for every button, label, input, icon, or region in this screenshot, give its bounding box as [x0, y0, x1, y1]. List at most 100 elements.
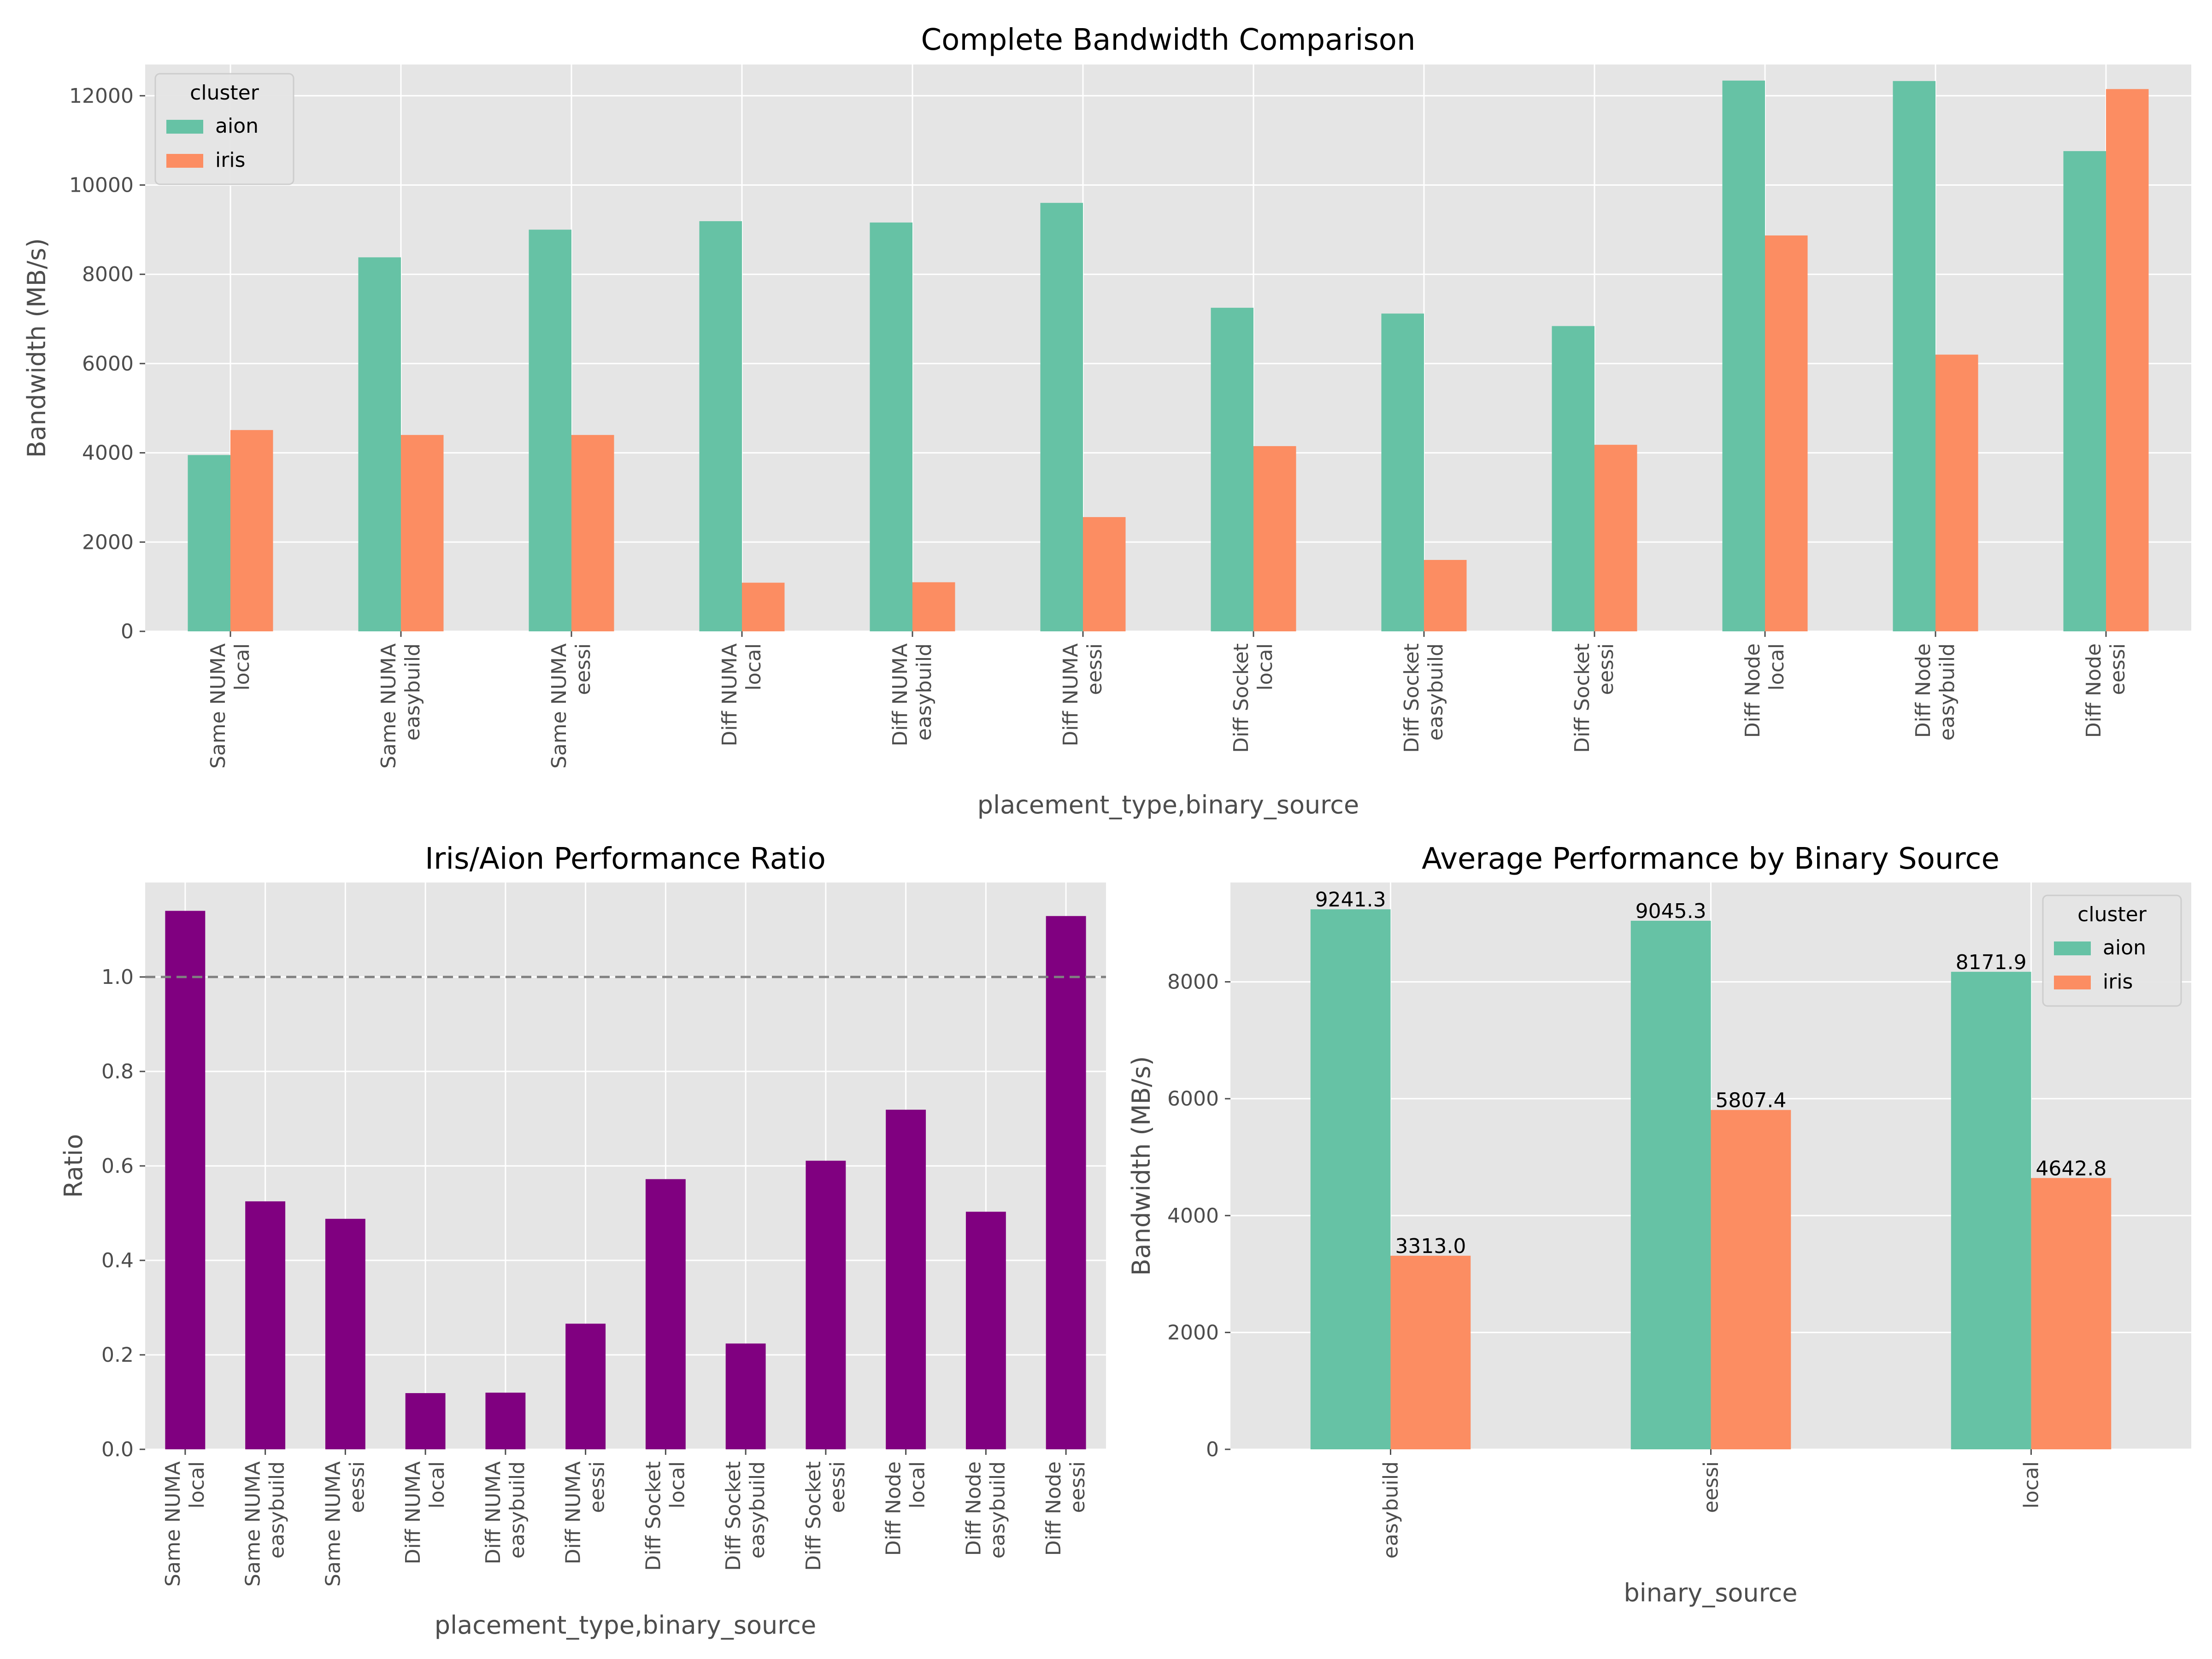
x-tick-label-line: easybuild	[265, 1461, 289, 1559]
legend-label-iris: iris	[215, 148, 245, 172]
y-tick-label: 0.4	[101, 1249, 134, 1272]
y-tick-label: 0.6	[101, 1154, 134, 1178]
x-tick-label-diff-socket-local: Diff Socketlocal	[641, 1461, 689, 1571]
legend-title: cluster	[190, 81, 259, 105]
x-tick-label-line: Diff Node	[1741, 643, 1765, 738]
bar-iris-10	[1936, 354, 1978, 631]
x-tick-label-line: Diff Node	[882, 1461, 906, 1556]
x-tick-label-diff-socket-eessi: Diff Socketeessi	[802, 1461, 849, 1571]
ratio-x-axis-label: placement_type,binary_source	[435, 1611, 816, 1640]
complete-bandwidth-legend: cluster aion iris	[154, 73, 294, 185]
bar-iris-1	[401, 435, 444, 631]
bar-aion-5	[1040, 203, 1083, 631]
bar-iris-9	[1765, 235, 1808, 631]
x-tick-label-line: Diff NUMA	[888, 643, 912, 747]
x-tick-label-line: Diff NUMA	[401, 1461, 425, 1565]
x-tick-label-line: Diff Node	[2082, 643, 2106, 738]
bar-aion-local	[1951, 971, 2031, 1449]
bar-aion-9	[1722, 80, 1765, 632]
x-tick-label-easybuild: easybuild	[1379, 1461, 1403, 1559]
y-tick-label: 6000	[82, 352, 134, 376]
legend-swatch-aion	[2054, 941, 2091, 955]
x-tick-label-line: eessi	[1083, 643, 1106, 695]
ratio-bar-9	[886, 1110, 926, 1449]
bar-iris-eessi	[1711, 1110, 1791, 1449]
x-tick-label-local: local	[2020, 1461, 2043, 1509]
legend-swatch-iris	[2054, 976, 2091, 989]
x-tick-label-line: local	[1253, 643, 1277, 691]
x-tick-label-diff-numa-local: Diff NUMAlocal	[401, 1461, 449, 1565]
bar-iris-local	[2031, 1178, 2112, 1449]
average-performance-bars	[1310, 909, 2112, 1449]
x-tick-label-diff-numa-eessi: Diff NUMAeessi	[1059, 643, 1106, 747]
x-tick-label-line: Same NUMA	[321, 1461, 345, 1587]
x-tick-label-line: Diff Socket	[1230, 643, 1253, 753]
x-tick-label-diff-node-easybuild: Diff Nodeeasybuild	[1912, 643, 1959, 741]
x-tick-label-line: Diff Node	[1912, 643, 1935, 738]
ratio-bar-0	[165, 911, 206, 1449]
x-tick-label-line: Diff NUMA	[562, 1461, 585, 1565]
ratio-title: Iris/Aion Performance Ratio	[425, 842, 826, 876]
x-tick-label-same-numa-eessi: Same NUMAeessi	[321, 1461, 369, 1587]
x-tick-label-line: Diff NUMA	[482, 1461, 505, 1565]
x-tick-label-line: Diff NUMA	[718, 643, 741, 747]
bar-aion-4	[870, 222, 912, 631]
y-tick-label: 0	[121, 620, 134, 643]
y-tick-label: 4000	[1167, 1204, 1219, 1228]
x-tick-label-line: local	[665, 1461, 689, 1509]
bar-iris-7	[1424, 560, 1467, 631]
x-tick-label-diff-node-eessi: Diff Nodeeessi	[2082, 643, 2130, 738]
bar-iris-4	[912, 582, 955, 631]
x-tick-label-line: eessi	[586, 1461, 609, 1513]
y-tick-label: 4000	[82, 441, 134, 465]
x-tick-label-diff-socket-easybuild: Diff Socketeasybuild	[722, 1461, 769, 1571]
complete-bandwidth-title: Complete Bandwidth Comparison	[921, 23, 1415, 57]
bar-iris-5	[1083, 517, 1126, 631]
y-tick-label: 2000	[82, 530, 134, 554]
y-tick-label: 8000	[82, 263, 134, 286]
legend-label-iris: iris	[2103, 970, 2133, 994]
x-tick-label-line: Same NUMA	[547, 643, 571, 769]
x-tick-label-line: eessi	[571, 643, 595, 695]
y-tick-label: 10000	[69, 173, 134, 197]
bar-iris-easybuild	[1390, 1255, 1471, 1449]
ratio-bar-7	[725, 1343, 766, 1449]
x-tick-label-line: Same NUMA	[161, 1461, 185, 1587]
x-tick-label-diff-node-easybuild: Diff Nodeeasybuild	[962, 1461, 1009, 1559]
x-tick-label-diff-socket-easybuild: Diff Socketeasybuild	[1400, 643, 1447, 753]
x-tick-label-diff-numa-eessi: Diff NUMAeessi	[562, 1461, 609, 1565]
x-tick-label-diff-node-local: Diff Nodelocal	[1741, 643, 1788, 738]
ratio-bar-3	[405, 1393, 446, 1449]
legend-label-aion: aion	[215, 114, 259, 138]
average-performance-legend: cluster aion iris	[2042, 894, 2182, 1007]
x-tick-label-line: easybuild	[912, 643, 936, 741]
bar-iris-2	[571, 435, 614, 631]
x-tick-label-line: easybuild	[1936, 643, 1959, 741]
x-tick-label-diff-socket-local: Diff Socketlocal	[1230, 643, 1277, 753]
ratio-bar-5	[565, 1324, 606, 1449]
bar-iris-8	[1594, 445, 1637, 631]
legend-title: cluster	[2077, 903, 2147, 926]
x-tick-label-diff-numa-easybuild: Diff NUMAeasybuild	[482, 1461, 529, 1565]
x-tick-label-line: Diff Socket	[802, 1461, 825, 1571]
x-tick-label-line: eessi	[1700, 1461, 1723, 1513]
bar-aion-10	[1893, 81, 1936, 632]
y-tick-label: 2000	[1167, 1321, 1219, 1344]
x-tick-label-line: Diff NUMA	[1059, 643, 1082, 747]
legend-label-aion: aion	[2103, 936, 2146, 959]
bar-aion-11	[2063, 151, 2106, 631]
complete-bandwidth-y-axis-label: Bandwidth (MB/s)	[22, 238, 51, 458]
data-label-iris-eessi: 5807.4	[1715, 1089, 1786, 1112]
x-tick-label-diff-node-local: Diff Nodelocal	[882, 1461, 930, 1556]
average-performance-y-axis-label: Bandwidth (MB/s)	[1127, 1056, 1156, 1276]
bar-aion-easybuild	[1310, 909, 1391, 1449]
x-tick-label-line: local	[906, 1461, 930, 1509]
x-tick-label-line: local	[230, 643, 254, 691]
ratio-bar-1	[245, 1201, 286, 1449]
y-tick-label: 8000	[1167, 971, 1219, 994]
x-tick-label-line: eessi	[1594, 643, 1618, 695]
x-tick-label-line: local	[185, 1461, 209, 1509]
